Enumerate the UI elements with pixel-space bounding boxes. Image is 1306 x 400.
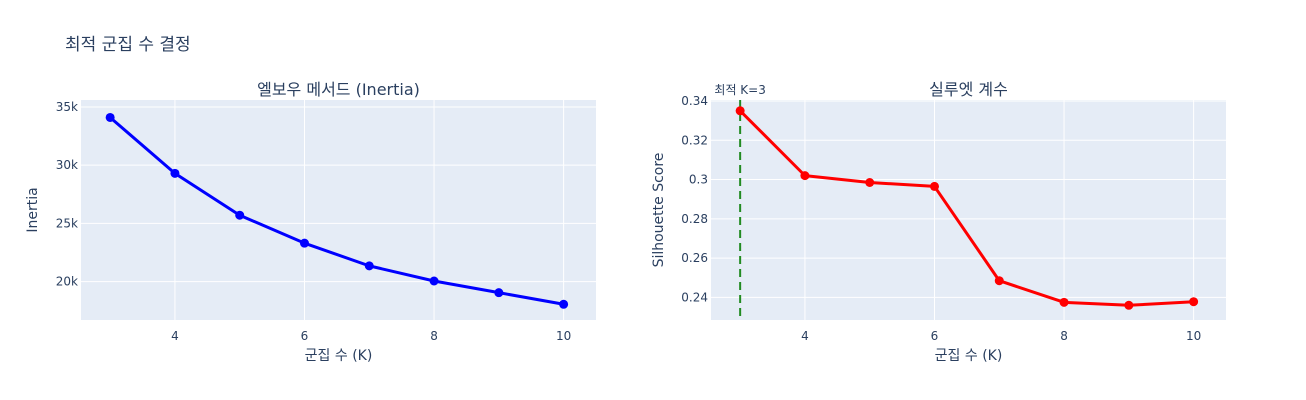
elbow-subplot-title: 엘보우 메서드 (Inertia) — [257, 80, 420, 99]
elbow-x-axis-title: 군집 수 (K) — [305, 348, 373, 364]
silhouette-data-point — [994, 276, 1004, 286]
silhouette-data-point — [865, 178, 875, 187]
silhouette-data-point — [1059, 297, 1069, 307]
silhouette-y-tick-label: 0.32 — [681, 133, 708, 147]
elbow-y-tick-label: 20k — [56, 275, 78, 289]
silhouette-x-tick-label: 8 — [1060, 329, 1068, 343]
elbow-y-axis-title: Inertia — [25, 187, 41, 232]
silhouette-y-tick-label: 0.3 — [689, 173, 708, 187]
silhouette-y-tick-label: 0.26 — [681, 251, 708, 265]
silhouette-data-point — [929, 181, 939, 191]
silhouette-y-ticks: 0.24 0.26 0.28 0.3 0.32 0.34 — [681, 94, 708, 304]
elbow-y-ticks: 20k 25k 30k 35k — [56, 100, 78, 289]
elbow-data-point — [559, 299, 569, 309]
silhouette-y-axis-title: Silhouette Score — [651, 153, 667, 268]
elbow-data-point — [105, 112, 115, 122]
silhouette-x-ticks: 4 6 8 10 — [801, 329, 1201, 343]
silhouette-x-tick-label: 10 — [1186, 329, 1201, 343]
silhouette-y-tick-label: 0.28 — [681, 212, 708, 226]
elbow-x-ticks: 4 6 8 10 — [171, 329, 571, 343]
silhouette-data-point — [735, 106, 745, 116]
silhouette-series — [735, 106, 1199, 310]
silhouette-extras: 최적 K=3 — [714, 83, 766, 320]
silhouette-subplot: 최적 K=3 4 6 8 10 0.24 0.26 0.28 0.3 0.32 0.34 실루엣… — [651, 80, 1226, 364]
silhouette-data-point — [800, 171, 810, 181]
elbow-data-point — [429, 276, 439, 286]
silhouette-x-tick-label: 6 — [931, 329, 939, 343]
elbow-data-point — [494, 288, 504, 298]
elbow-data-point — [170, 168, 180, 178]
elbow-plot-area — [81, 100, 596, 320]
silhouette-data-point — [1124, 300, 1134, 310]
silhouette-y-tick-label: 0.34 — [681, 94, 708, 108]
elbow-x-tick-label: 10 — [556, 329, 571, 343]
elbow-x-tick-label: 6 — [301, 329, 309, 343]
elbow-y-tick-label: 30k — [56, 158, 78, 172]
elbow-x-tick-label: 8 — [430, 329, 438, 343]
elbow-data-point — [364, 261, 374, 271]
silhouette-subplot-title: 실루엣 계수 — [929, 80, 1008, 99]
elbow-subplot: 4 6 8 10 20k 25k 30k 35k 엘보우 메서드 (Inertia) 군집 … — [25, 80, 596, 364]
elbow-y-tick-label: 25k — [56, 216, 78, 230]
elbow-y-tick-label: 35k — [56, 100, 78, 114]
elbow-data-point — [299, 238, 309, 248]
silhouette-x-tick-label: 4 — [801, 329, 809, 343]
silhouette-data-point — [1189, 297, 1199, 307]
silhouette-optimal-k-label: 최적 K=3 — [714, 83, 765, 97]
silhouette-grid — [711, 100, 1226, 320]
elbow-series-line — [109, 116, 564, 306]
silhouette-x-axis-title: 군집 수 (K) — [935, 348, 1003, 364]
elbow-data-point — [235, 210, 245, 220]
figure-title: 최적 군집 수 결정 — [65, 35, 191, 55]
elbow-x-tick-label: 4 — [171, 329, 179, 343]
silhouette-series-line — [739, 109, 1194, 307]
elbow-series — [105, 112, 569, 309]
silhouette-plot-area — [711, 100, 1226, 320]
silhouette-y-tick-label: 0.24 — [681, 290, 708, 304]
